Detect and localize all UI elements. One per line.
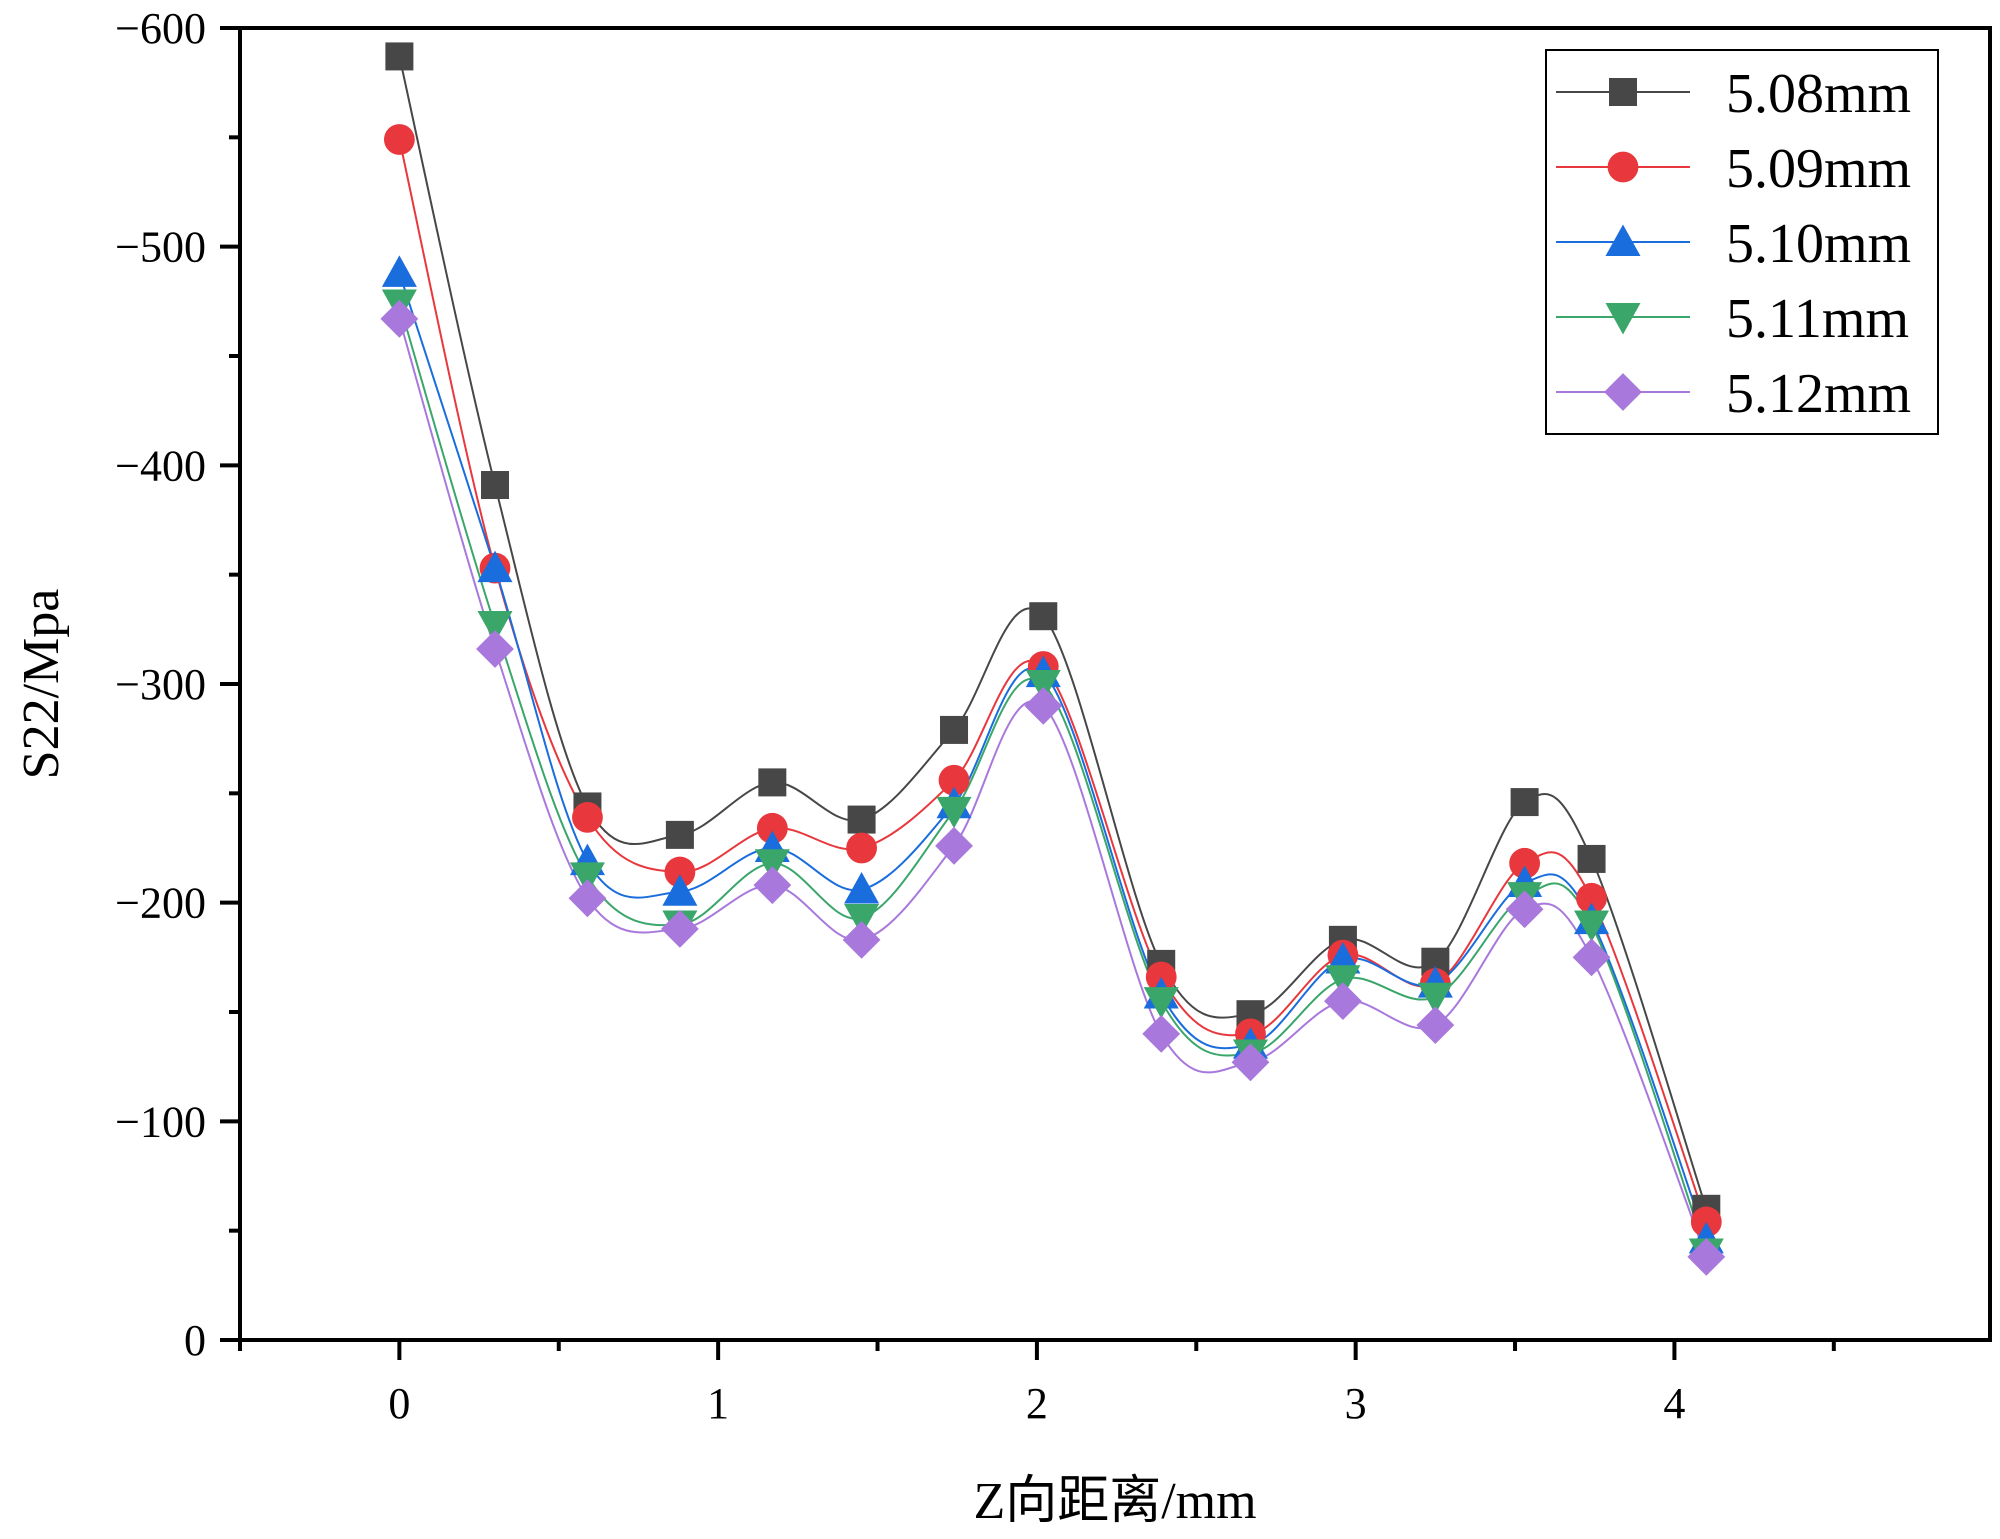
data-point [569, 862, 605, 894]
data-point [665, 820, 694, 849]
data-point [572, 801, 603, 833]
data-point [1510, 788, 1539, 817]
data-point [662, 874, 698, 906]
data-point [1687, 1238, 1726, 1276]
legend-label: 5.09mm [1726, 138, 1911, 200]
data-point [476, 630, 514, 668]
data-point [753, 866, 792, 905]
legend-marker [1609, 78, 1637, 106]
axis-ticks: 0 −100 −200 −300 −400 −500 −600 0 1 2 3 4 [115, 4, 1836, 1428]
data-point [936, 796, 972, 829]
data-point [385, 42, 414, 71]
legend-marker [1604, 373, 1642, 411]
data-point [664, 856, 696, 888]
data-point [940, 715, 969, 744]
x-tick-label: 0 [388, 1379, 410, 1428]
x-tick-label: 4 [1663, 1379, 1685, 1428]
data-point [844, 872, 880, 904]
legend-label: 5.10mm [1726, 213, 1911, 275]
series-line [398, 56, 1708, 1210]
data-point [758, 768, 787, 797]
data-point [1577, 844, 1606, 873]
y-tick-label: −600 [115, 4, 206, 53]
series-line [398, 272, 1708, 1240]
x-tick-label: 3 [1345, 1379, 1367, 1428]
data-point [1574, 910, 1610, 943]
data-point [847, 805, 876, 834]
data-point [756, 812, 788, 844]
legend-label: 5.12mm [1726, 363, 1911, 425]
data-point [1143, 987, 1179, 1019]
x-tick-label: 2 [1026, 1379, 1048, 1428]
y-axis-title: S22/Mpa [13, 589, 70, 780]
data-point [660, 910, 699, 948]
legend-marker [1607, 151, 1639, 183]
y-tick-label: −500 [115, 223, 206, 272]
data-point [842, 920, 881, 959]
data-point [1142, 1014, 1181, 1053]
data-point [1417, 982, 1453, 1015]
series-line [398, 303, 1708, 1253]
data-point [1576, 882, 1607, 914]
x-tick-label: 1 [707, 1379, 729, 1428]
data-point [844, 903, 880, 936]
y-tick-label: −200 [115, 879, 206, 928]
data-point [754, 849, 790, 881]
y-tick-label: −100 [115, 1097, 206, 1146]
data-point [1325, 965, 1361, 997]
legend-label: 5.08mm [1726, 63, 1911, 125]
data-point [381, 255, 417, 287]
data-point [1025, 670, 1061, 702]
data-point [935, 826, 973, 865]
data-point [1509, 847, 1541, 879]
data-point [568, 879, 607, 918]
data-point [1505, 890, 1544, 929]
data-point [477, 610, 513, 643]
y-tick-label: −400 [115, 441, 206, 490]
data-point [846, 832, 877, 864]
data-point [1572, 938, 1611, 977]
series-markers [380, 42, 1726, 1276]
data-point [380, 299, 419, 338]
data-point [1024, 686, 1063, 725]
data-point [938, 764, 970, 796]
data-point [1029, 602, 1058, 631]
y-tick-label: −300 [115, 660, 206, 709]
legend-marker [1605, 224, 1641, 256]
data-point [1231, 1043, 1270, 1082]
series-line [398, 318, 1708, 1258]
y-tick-label: 0 [184, 1316, 206, 1365]
data-point [481, 471, 510, 500]
data-point [1324, 982, 1362, 1020]
legend: 5.08mm 5.09mm 5.10mm 5.11mm 5.12mm [1545, 49, 1939, 435]
data-point [477, 550, 513, 583]
data-point [383, 124, 415, 155]
data-point [1416, 1006, 1455, 1045]
x-axis-title: Z向距离/mm [973, 1473, 1256, 1530]
legend-label: 5.11mm [1726, 288, 1909, 350]
legend-marker [1605, 303, 1641, 335]
